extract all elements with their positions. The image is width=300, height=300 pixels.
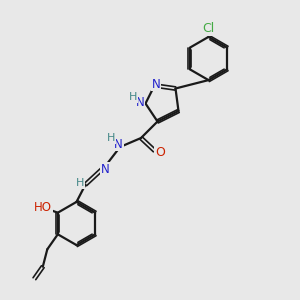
Text: N: N — [100, 163, 109, 176]
Text: O: O — [155, 146, 165, 160]
Text: N: N — [136, 96, 145, 110]
Text: H: H — [76, 178, 84, 188]
Text: HO: HO — [34, 201, 52, 214]
Text: N: N — [152, 77, 160, 91]
Text: N: N — [114, 137, 123, 151]
Text: Cl: Cl — [202, 22, 214, 35]
Text: H: H — [129, 92, 137, 102]
Text: H: H — [107, 133, 115, 143]
